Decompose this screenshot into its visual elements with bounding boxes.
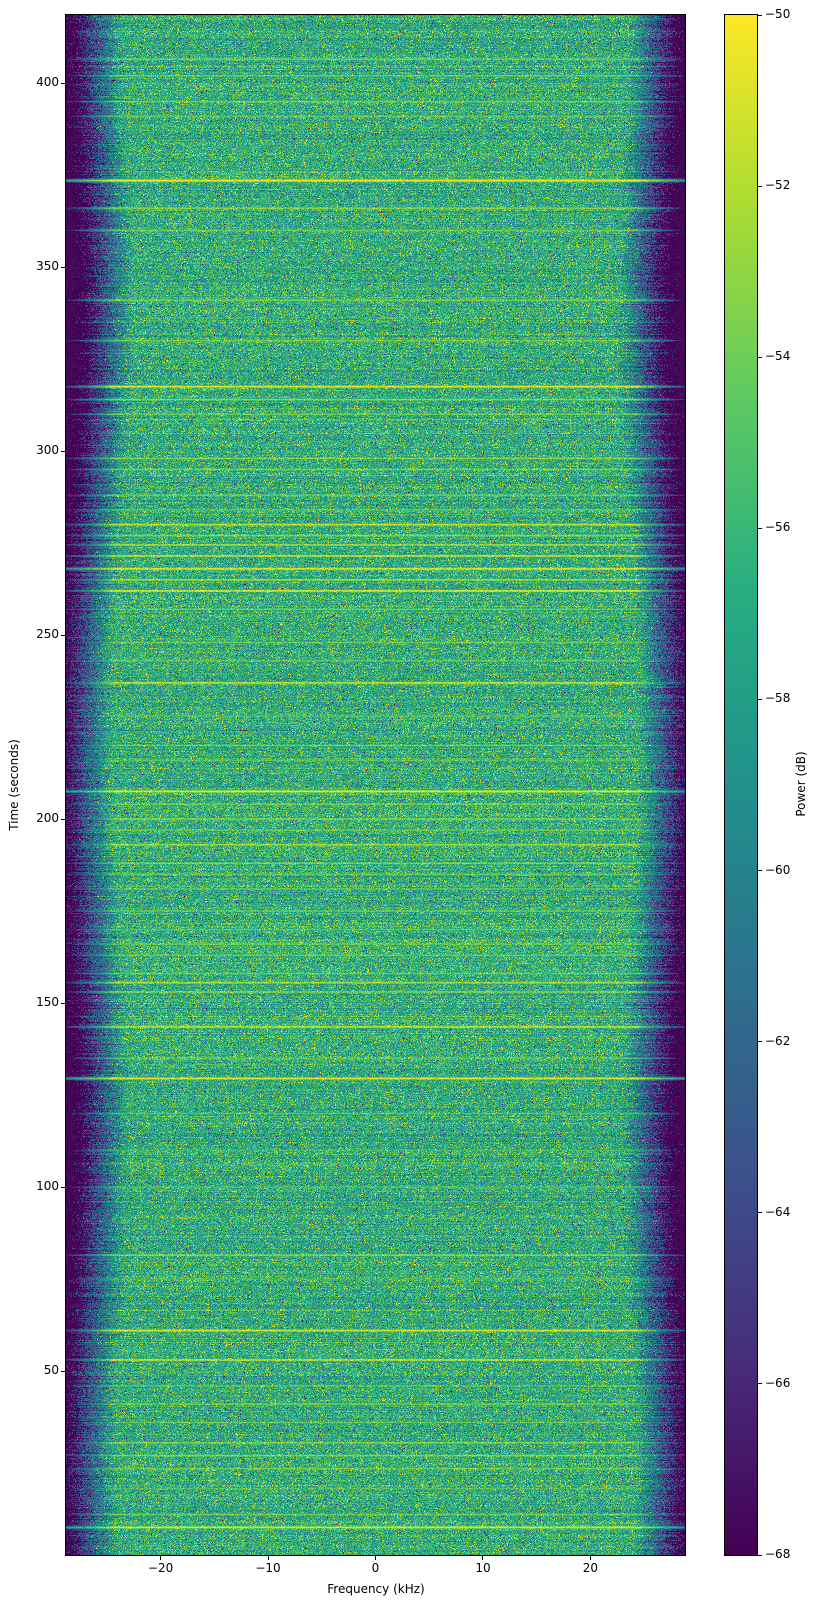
c-tick-mark: [758, 1383, 762, 1385]
x-tick-label: 0: [371, 1561, 380, 1575]
x-tick-mark: [160, 1556, 162, 1560]
colorbar-gradient: [725, 15, 757, 1555]
y-tick-label: 400: [36, 75, 59, 90]
x-tick-label: −10: [255, 1561, 281, 1575]
colorbar: [724, 14, 758, 1556]
y-tick-label: 200: [36, 811, 59, 826]
x-tick-mark: [589, 1556, 591, 1560]
c-tick-mark: [758, 698, 762, 700]
c-tick-mark: [758, 870, 762, 872]
y-tick-mark: [61, 450, 65, 452]
colorbar-label: Power (dB): [794, 751, 808, 817]
x-tick-label: −20: [147, 1561, 174, 1575]
y-tick-mark: [61, 1002, 65, 1004]
y-tick-label: 150: [36, 995, 59, 1010]
c-tick-label: −64: [765, 1204, 791, 1219]
y-tick-label: 50: [43, 1363, 59, 1377]
c-tick-mark: [758, 1041, 762, 1043]
x-axis-label: Frequency (kHz): [327, 1582, 425, 1596]
y-tick-label: 250: [36, 627, 59, 642]
c-tick-mark: [758, 1554, 762, 1556]
y-tick-mark: [61, 634, 65, 636]
y-axis-label: Time (seconds): [7, 739, 21, 831]
x-tick-label: 20: [582, 1561, 599, 1575]
c-tick-mark: [758, 14, 762, 16]
c-tick-mark: [758, 527, 762, 529]
y-tick-label: 350: [36, 259, 59, 274]
y-tick-mark: [61, 818, 65, 820]
x-tick-label: 10: [475, 1561, 491, 1575]
c-tick-label: −66: [765, 1375, 791, 1390]
c-tick-label: −68: [765, 1547, 791, 1561]
c-tick-mark: [758, 185, 762, 187]
y-tick-mark: [61, 1370, 65, 1372]
y-tick-mark: [61, 1186, 65, 1188]
plot-area: [65, 14, 686, 1556]
c-tick-label: −54: [765, 349, 791, 364]
x-tick-mark: [375, 1556, 376, 1560]
y-tick-label: 100: [36, 1179, 59, 1194]
c-tick-label: −56: [765, 520, 791, 535]
c-tick-mark: [758, 356, 762, 358]
c-tick-label: −60: [765, 862, 791, 877]
y-tick-mark: [61, 82, 65, 84]
spectrogram-heatmap: [66, 15, 685, 1555]
c-tick-label: −58: [765, 691, 791, 706]
y-tick-mark: [61, 266, 65, 268]
x-tick-mark: [267, 1556, 269, 1560]
c-tick-label: −62: [765, 1033, 791, 1048]
x-tick-mark: [482, 1556, 484, 1560]
c-tick-label: −52: [765, 178, 791, 193]
c-tick-label: −50: [765, 7, 791, 21]
c-tick-mark: [758, 1212, 762, 1214]
y-tick-label: 300: [36, 443, 59, 458]
